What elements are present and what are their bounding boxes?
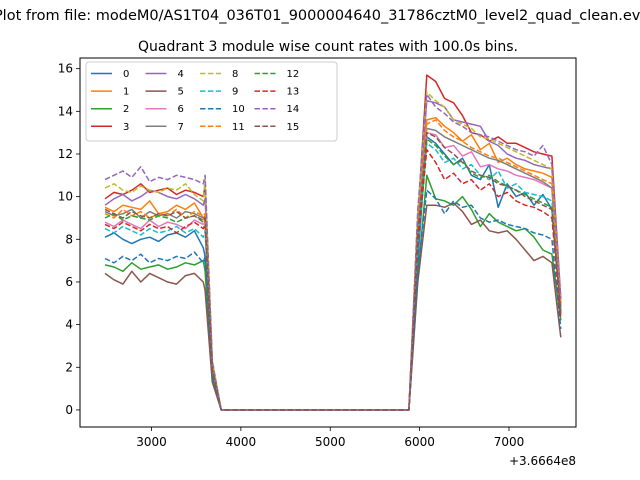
legend-label-2: 2 [123,104,129,115]
y-tick-label: 4 [65,318,73,332]
chart-title: Quadrant 3 module wise count rates with … [138,39,518,55]
series-line-15 [104,131,562,411]
y-tick-label: 10 [58,190,73,204]
legend-label-10: 10 [232,104,245,115]
legend-label-13: 13 [287,87,300,98]
legend-label-3: 3 [123,122,129,133]
legend-label-12: 12 [287,69,300,80]
y-axis: 0 2 4 6 8 10 12 14 16 [58,62,80,417]
legend-label-6: 6 [178,104,184,115]
x-axis: 3000 4000 5000 6000 7000 [136,427,524,449]
x-tick-label: 3000 [136,435,167,449]
y-tick-label: 12 [58,147,73,161]
x-tick-label: 6000 [404,435,435,449]
legend-label-7: 7 [178,122,184,133]
series-line-11 [104,119,562,411]
y-tick-label: 6 [65,275,73,289]
x-offset-label: +3.6664e8 [509,454,576,468]
legend-box [85,61,338,142]
axes-frame [79,57,577,428]
legend-label-11: 11 [232,122,245,133]
y-tick-label: 0 [65,403,73,417]
legend-label-15: 15 [287,122,300,133]
legend-label-1: 1 [123,87,129,98]
series-line-10 [104,189,562,411]
y-tick-label: 8 [65,232,73,246]
legend-label-8: 8 [232,69,238,80]
series-layer [104,74,562,411]
legend-label-5: 5 [178,87,184,98]
x-tick-label: 5000 [315,435,346,449]
y-tick-label: 16 [58,62,73,76]
legend-label-14: 14 [287,104,300,115]
y-tick-label: 2 [65,360,73,374]
y-tick-label: 14 [58,104,73,118]
figure-suptitle: Plot from file: modeM0/AS1T04_036T01_900… [0,8,640,24]
x-tick-label: 7000 [494,435,525,449]
legend-label-0: 0 [123,69,129,80]
legend-label-4: 4 [178,69,184,80]
x-tick-label: 4000 [226,435,257,449]
legend-label-9: 9 [232,87,238,98]
